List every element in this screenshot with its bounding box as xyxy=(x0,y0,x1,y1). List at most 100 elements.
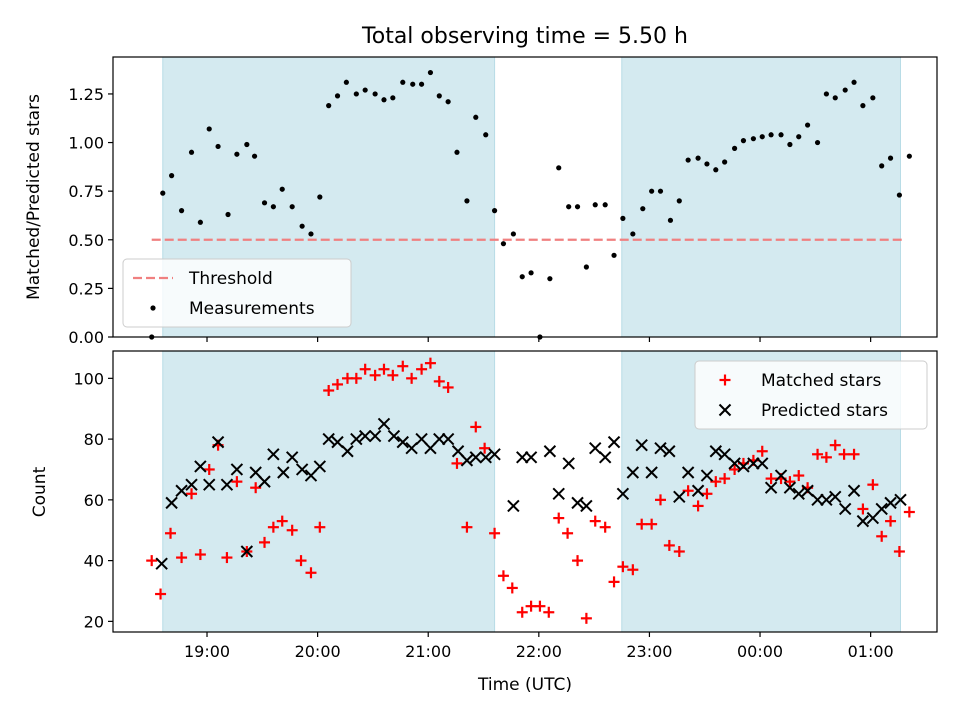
data-point xyxy=(186,488,198,500)
data-point xyxy=(176,552,188,564)
data-point xyxy=(709,445,722,458)
data-point xyxy=(676,198,682,204)
data-point xyxy=(251,153,258,159)
data-point xyxy=(160,190,166,196)
data-point xyxy=(197,219,203,225)
data-point xyxy=(489,527,501,539)
data-point xyxy=(552,487,565,500)
data-point xyxy=(225,211,231,218)
data-point xyxy=(635,438,648,452)
data-point xyxy=(756,457,769,470)
data-point xyxy=(178,208,185,214)
data-point xyxy=(607,435,621,449)
data-point xyxy=(510,231,516,237)
data-point xyxy=(259,536,271,548)
data-point xyxy=(244,141,250,148)
data-point xyxy=(267,448,280,461)
data-point xyxy=(305,567,317,579)
data-point xyxy=(649,188,655,194)
data-point xyxy=(731,145,738,151)
data-point xyxy=(636,518,648,530)
data-point xyxy=(397,360,409,372)
data-point xyxy=(879,163,885,169)
data-point xyxy=(765,473,777,485)
data-point xyxy=(436,93,442,99)
data-point xyxy=(884,496,897,510)
data-point xyxy=(519,274,525,280)
data-point xyxy=(308,231,314,237)
data-point xyxy=(722,159,728,165)
data-point xyxy=(710,476,722,488)
data-point xyxy=(220,478,234,491)
data-point xyxy=(729,463,741,475)
data-point xyxy=(701,488,713,500)
data-point xyxy=(640,206,646,212)
data-point xyxy=(626,466,640,479)
data-point xyxy=(488,448,501,461)
data-point xyxy=(276,515,288,527)
data-point xyxy=(215,143,221,150)
y-tick-label: 1.00 xyxy=(68,134,104,153)
legend-label: Threshold xyxy=(188,269,273,289)
data-point xyxy=(553,512,565,524)
data-point xyxy=(331,435,344,449)
legend-label: Measurements xyxy=(189,299,315,319)
data-point xyxy=(673,545,685,557)
shaded-interval-1 xyxy=(162,350,496,633)
data-point xyxy=(286,524,298,536)
data-point xyxy=(451,457,463,469)
data-point xyxy=(165,496,178,510)
data-point xyxy=(784,476,796,488)
data-point xyxy=(692,500,704,512)
plot-frame xyxy=(112,350,938,633)
data-point xyxy=(814,139,821,146)
y-tick-label: 0.50 xyxy=(68,231,104,250)
data-point xyxy=(851,79,857,85)
data-point xyxy=(270,204,276,210)
bottom-panel-ylabel: Count xyxy=(30,466,50,517)
data-point xyxy=(611,252,617,258)
data-point xyxy=(681,466,695,479)
data-point xyxy=(454,149,460,155)
data-point xyxy=(894,493,907,507)
data-point xyxy=(155,557,168,570)
legend-swatch xyxy=(150,305,156,311)
data-point xyxy=(460,454,474,467)
data-point xyxy=(700,469,714,482)
legend-swatch xyxy=(718,403,732,417)
data-point xyxy=(289,204,295,210)
data-point xyxy=(543,606,555,618)
data-point xyxy=(341,445,354,458)
data-point xyxy=(528,270,534,276)
data-point xyxy=(829,490,842,504)
data-point xyxy=(796,134,802,140)
data-point xyxy=(750,136,756,142)
data-point xyxy=(580,499,593,513)
data-point xyxy=(433,375,445,387)
data-point xyxy=(230,463,244,476)
data-point xyxy=(804,122,811,128)
data-point xyxy=(896,192,902,198)
data-point xyxy=(442,381,454,393)
count-panel: 20 40 60 80 100 19:00 20:00 21:00 22:00 23:00 00:0… xyxy=(73,350,938,661)
data-point xyxy=(719,473,731,485)
y-tick-label: 0.00 xyxy=(68,328,104,347)
data-point xyxy=(875,502,888,516)
data-point xyxy=(847,484,861,497)
data-point xyxy=(405,442,418,455)
data-point xyxy=(194,549,206,561)
data-point xyxy=(146,555,158,567)
data-point xyxy=(497,570,509,582)
x-tick-label: 23:00 xyxy=(626,642,672,661)
data-point xyxy=(783,481,797,494)
data-point xyxy=(691,484,705,497)
data-point xyxy=(400,79,406,85)
data-point xyxy=(829,439,841,451)
data-point xyxy=(571,496,584,510)
data-point xyxy=(362,87,368,93)
data-point xyxy=(740,138,747,144)
data-point xyxy=(326,103,332,109)
data-point xyxy=(893,545,905,557)
y-tick-label: 40 xyxy=(84,552,104,571)
